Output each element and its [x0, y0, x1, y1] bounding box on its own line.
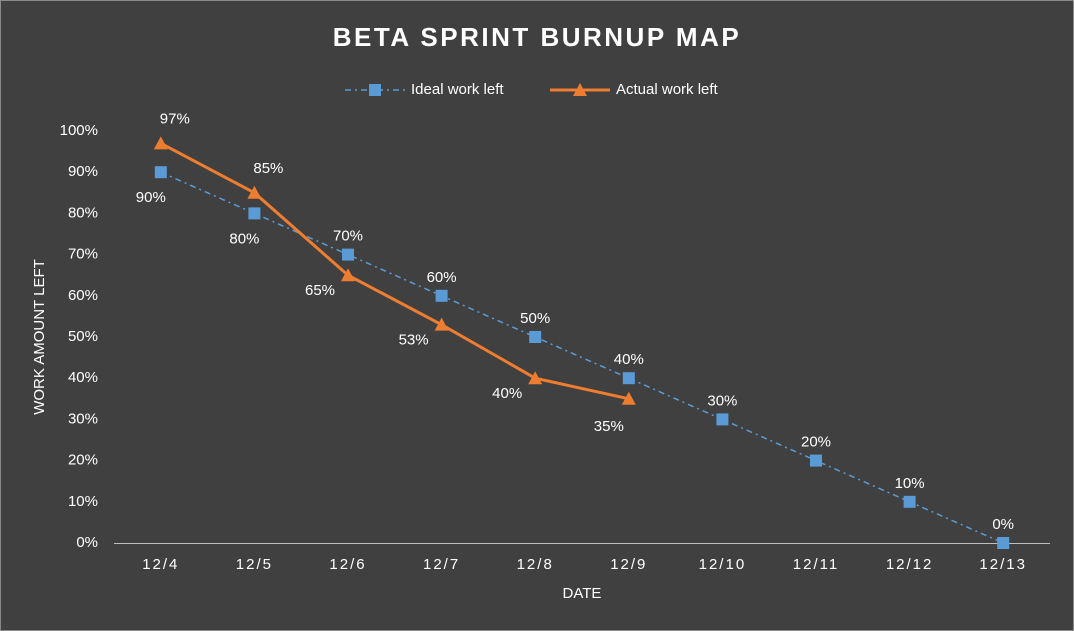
point-marker: [434, 317, 449, 331]
series-line: [160, 142, 630, 401]
point-marker: [621, 391, 636, 405]
data-label: 90%: [136, 189, 166, 206]
point-marker: [153, 136, 168, 150]
y-tick-label: 0%: [76, 534, 98, 551]
point-marker: [435, 289, 448, 302]
x-tick-label: 12/4: [142, 556, 179, 573]
chart-title: BETA SPRINT BURNUP MAP: [333, 22, 741, 52]
data-label: 10%: [895, 475, 925, 492]
point-marker: [248, 207, 261, 220]
data-label: 85%: [253, 160, 283, 177]
y-tick-label: 20%: [68, 452, 98, 469]
x-tick-label: 12/8: [517, 556, 554, 573]
point-marker: [716, 413, 729, 426]
point-marker: [247, 185, 262, 199]
x-tick-label: 12/12: [886, 556, 934, 573]
point-marker: [342, 248, 354, 261]
point-marker: [529, 331, 542, 343]
legend-label: Ideal work left: [411, 81, 504, 98]
x-tick-label: 12/6: [329, 556, 366, 573]
point-marker: [573, 83, 587, 96]
y-tick-label: 10%: [68, 493, 98, 510]
x-tick-label: 12/9: [610, 556, 647, 573]
point-marker: [154, 166, 167, 179]
x-axis-title: DATE: [563, 585, 602, 602]
data-label: 40%: [492, 385, 522, 402]
x-tick-label: 12/7: [423, 556, 460, 573]
point-marker: [369, 84, 381, 96]
y-tick-label: 80%: [68, 204, 98, 221]
data-label: 80%: [229, 230, 259, 247]
point-marker: [810, 454, 822, 467]
data-label: 50%: [520, 310, 550, 327]
point-marker: [997, 537, 1010, 549]
point-marker: [528, 371, 543, 385]
point-marker: [622, 372, 635, 385]
data-label: 35%: [594, 418, 624, 435]
data-label: 65%: [305, 282, 335, 299]
data-label: 60%: [427, 269, 457, 286]
y-tick-label: 30%: [68, 410, 98, 427]
y-tick-label: 90%: [68, 163, 98, 180]
data-label: 30%: [707, 392, 737, 409]
y-tick-label: 50%: [68, 328, 98, 345]
y-tick-label: 100%: [60, 122, 98, 139]
data-label: 97%: [160, 110, 190, 127]
x-tick-label: 12/11: [793, 556, 839, 573]
x-tick-label: 12/13: [979, 556, 1027, 573]
data-label: 40%: [614, 351, 644, 368]
legend-label: Actual work left: [616, 81, 719, 98]
point-marker: [341, 268, 355, 282]
data-label: 70%: [333, 228, 363, 245]
data-label: 20%: [801, 434, 831, 451]
data-label: 53%: [399, 332, 429, 349]
point-marker: [903, 495, 916, 508]
x-tick-label: 12/10: [699, 556, 747, 573]
data-label: 0%: [992, 516, 1014, 533]
y-tick-label: 70%: [68, 246, 98, 263]
x-tick-label: 12/5: [236, 556, 273, 573]
y-tick-label: 60%: [68, 287, 98, 304]
y-tick-label: 40%: [68, 369, 98, 386]
y-axis-title: WORK AMOUNT LEFT: [31, 259, 48, 415]
